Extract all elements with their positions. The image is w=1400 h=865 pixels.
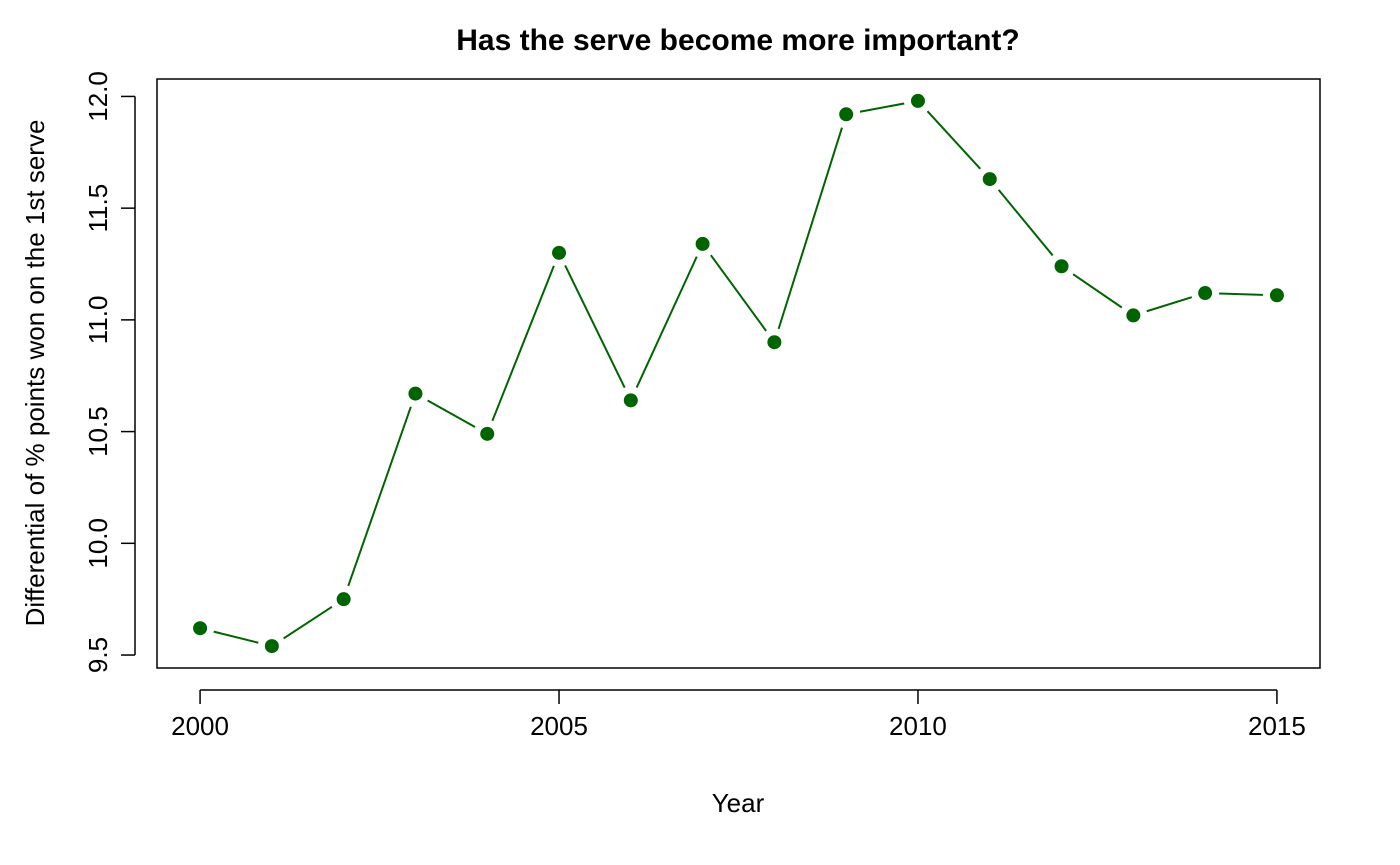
data-point — [480, 426, 495, 441]
line-segment — [777, 127, 843, 330]
line-segment — [1072, 273, 1123, 309]
line-segment — [1219, 292, 1263, 296]
line-segment — [283, 606, 333, 640]
y-tick-label: 11.0 — [83, 296, 113, 345]
x-axis-label: Year — [712, 788, 765, 818]
data-point — [1054, 259, 1069, 274]
line-segment — [926, 110, 982, 170]
data-point — [839, 107, 854, 122]
y-axis-label: Differential of % points won on the 1st … — [20, 120, 50, 627]
data-point — [695, 236, 710, 251]
line-segment — [997, 189, 1054, 257]
y-tick-label: 10.5 — [83, 406, 113, 457]
data-point — [336, 592, 351, 607]
data-point — [623, 393, 638, 408]
data-point — [408, 386, 423, 401]
data-point — [552, 245, 567, 260]
line-segment — [859, 102, 905, 113]
x-tick-label: 2010 — [889, 711, 947, 741]
line-segment — [564, 264, 626, 389]
data-point — [1269, 288, 1284, 303]
data-point — [193, 621, 208, 636]
x-tick-label: 2015 — [1248, 711, 1306, 741]
line-segment — [1146, 296, 1193, 313]
line-segment — [635, 256, 698, 389]
y-tick-label: 12.0 — [83, 71, 113, 122]
chart-title: Has the serve become more important? — [456, 24, 1020, 57]
line-segment — [427, 399, 476, 428]
y-tick-label: 10.0 — [83, 518, 113, 569]
line-segment — [710, 254, 767, 332]
data-point — [982, 172, 997, 187]
x-tick-label: 2000 — [171, 711, 229, 741]
data-point — [264, 639, 279, 654]
y-tick-label: 9.5 — [83, 637, 113, 673]
line-segment — [213, 630, 259, 644]
plot-frame — [156, 78, 1321, 669]
x-tick-label: 2005 — [530, 711, 588, 741]
data-point — [1126, 308, 1141, 323]
line-segment — [491, 265, 555, 422]
data-point — [767, 335, 782, 350]
line-segment — [347, 406, 412, 587]
y-tick-label: 11.5 — [83, 184, 113, 233]
data-point — [910, 93, 925, 108]
data-point — [1198, 286, 1213, 301]
